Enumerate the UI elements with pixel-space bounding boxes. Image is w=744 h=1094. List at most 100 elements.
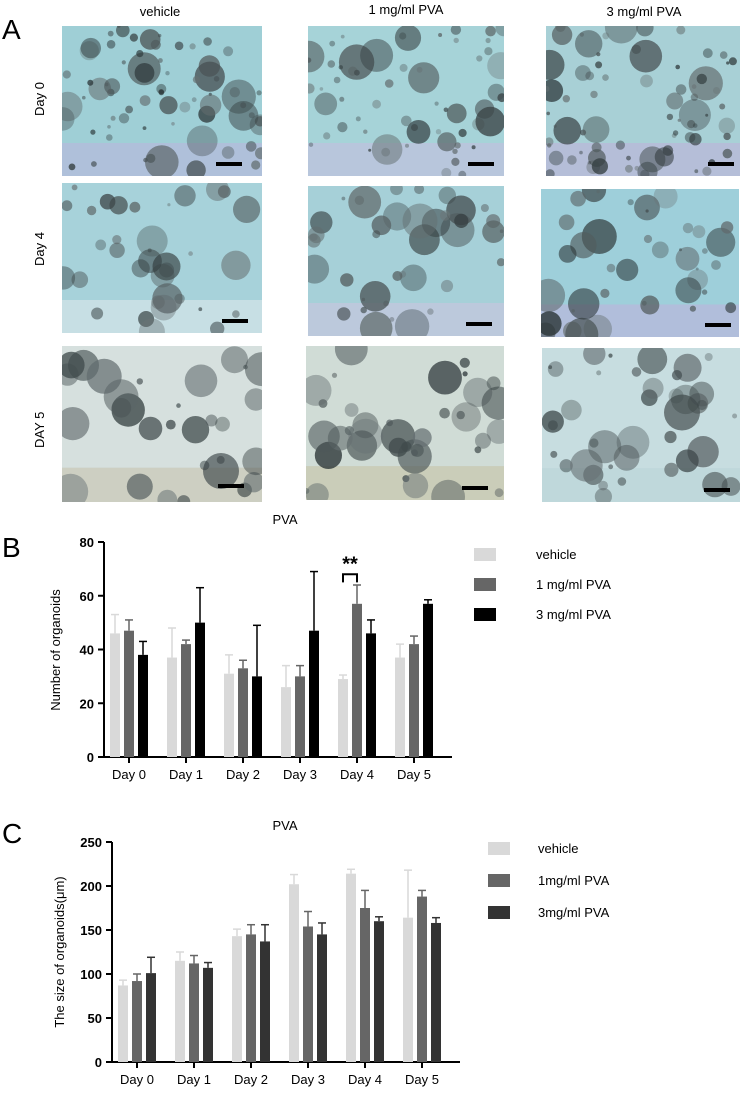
legend-label: vehicle — [538, 841, 578, 856]
legend-swatch — [474, 578, 496, 591]
panel-label-b: B — [2, 532, 21, 563]
micrograph-vehicle-day5 — [62, 346, 262, 502]
x-tick-label: Day 3 — [291, 1072, 325, 1087]
bar-day4-series2 — [374, 921, 384, 1062]
legend-swatch — [474, 548, 496, 561]
x-tick-label: Day 2 — [234, 1072, 268, 1087]
column-label-vehicle: vehicle — [139, 4, 181, 19]
y-tick-label: 200 — [80, 879, 102, 894]
significance-bracket — [342, 573, 358, 583]
row-label-day4: Day 4 — [32, 232, 47, 266]
x-tick-label: Day 5 — [397, 767, 431, 782]
chart-title: PVA — [272, 818, 297, 833]
x-tick-label: Day 5 — [405, 1072, 439, 1087]
bar-day4-series1 — [352, 603, 362, 757]
x-tick-label: Day 4 — [348, 1072, 382, 1087]
x-tick-label: Day 4 — [340, 767, 374, 782]
y-tick-label: 100 — [80, 967, 102, 982]
legend-swatch — [488, 842, 510, 855]
chart-title: PVA — [272, 512, 297, 527]
bar-day0-series2 — [138, 654, 148, 757]
scale-bar — [216, 162, 242, 166]
bar-day5-series0 — [403, 917, 413, 1062]
bar-day0-series1 — [124, 630, 134, 757]
micrograph-vehicle-day0 — [62, 26, 262, 176]
bar-day1-series1 — [189, 963, 199, 1062]
micrograph-vehicle-day4 — [62, 183, 262, 333]
y-tick-label: 0 — [87, 750, 94, 765]
legend-label: 1mg/ml PVA — [538, 873, 610, 888]
bar-day3-series1 — [303, 926, 313, 1062]
legend-swatch — [488, 906, 510, 919]
scale-bar — [468, 162, 494, 166]
micrograph-3mg-day4 — [541, 189, 739, 337]
y-tick-label: 20 — [80, 696, 94, 711]
organoid-size-chart: PVA The size of organoids(μm) 0 50 100 150 200… — [52, 818, 610, 1087]
micrograph-1mg-day4 — [308, 186, 504, 336]
bar-day1-series1 — [181, 644, 191, 757]
bar-day3-series0 — [289, 884, 299, 1062]
y-tick-label: 60 — [80, 589, 94, 604]
bar-day0-series0 — [110, 633, 120, 757]
bar-day4-series2 — [366, 633, 376, 757]
bar-day4-series0 — [346, 873, 356, 1062]
scale-bar — [708, 162, 734, 166]
y-axis-label: The size of organoids(μm) — [52, 876, 67, 1027]
row-label-day5: DAY 5 — [32, 411, 47, 448]
significance-stars: ** — [342, 553, 358, 575]
x-tick-label: Day 3 — [283, 767, 317, 782]
scale-bar — [218, 484, 244, 488]
legend-label: 3 mg/ml PVA — [536, 607, 611, 622]
bar-day1-series2 — [203, 967, 213, 1062]
y-tick-label: 40 — [80, 643, 94, 658]
legend-label: vehicle — [536, 547, 576, 562]
scale-bar — [222, 319, 248, 323]
panel-label-a: A — [2, 14, 21, 45]
micrograph-1mg-day5 — [306, 346, 504, 500]
organoid-count-chart: PVA Number of organoids 0 20 40 60 80 Day 0 Day … — [48, 512, 611, 782]
bar-day3-series2 — [309, 630, 319, 757]
bar-day5-series2 — [431, 922, 441, 1062]
x-tick-label: Day 0 — [120, 1072, 154, 1087]
bar-day2-series1 — [246, 934, 256, 1062]
x-tick-label: Day 2 — [226, 767, 260, 782]
row-label-day0: Day 0 — [32, 82, 47, 116]
y-axis-label: Number of organoids — [48, 589, 63, 711]
bar-day3-series0 — [281, 687, 291, 757]
x-tick-label: Day 1 — [177, 1072, 211, 1087]
y-tick-label: 80 — [80, 535, 94, 550]
panel-label-c: C — [2, 818, 23, 849]
bar-day4-series1 — [360, 908, 370, 1062]
bar-day2-series2 — [260, 941, 270, 1062]
y-tick-label: 50 — [88, 1011, 102, 1026]
micrograph-3mg-day0 — [546, 26, 740, 176]
bar-day1-series0 — [167, 657, 177, 757]
scale-bar — [462, 486, 488, 490]
bar-day5-series2 — [423, 603, 433, 757]
column-label-3mg-pva: 3 mg/ml PVA — [606, 4, 682, 19]
bar-day3-series2 — [317, 934, 327, 1062]
bar-day0-series1 — [132, 981, 142, 1062]
bar-day0-series2 — [146, 973, 156, 1062]
legend-swatch — [488, 874, 510, 887]
bar-day5-series0 — [395, 657, 405, 757]
x-tick-label: Day 0 — [112, 767, 146, 782]
bar-day1-series0 — [175, 960, 185, 1062]
y-tick-label: 0 — [95, 1055, 102, 1070]
bar-day2-series0 — [232, 936, 242, 1062]
y-tick-label: 250 — [80, 835, 102, 850]
bar-day5-series1 — [417, 896, 427, 1062]
micrograph-1mg-day0 — [308, 26, 504, 176]
column-label-1mg-pva: 1 mg/ml PVA — [368, 2, 444, 17]
legend-label: 1 mg/ml PVA — [536, 577, 611, 592]
bar-day5-series1 — [409, 644, 419, 757]
legend-swatch — [474, 608, 496, 621]
bar-day4-series0 — [338, 679, 348, 757]
scale-bar — [466, 322, 492, 326]
bar-day0-series0 — [118, 985, 128, 1062]
bar-day3-series1 — [295, 676, 305, 757]
scale-bar — [704, 488, 730, 492]
bar-day2-series1 — [238, 668, 248, 757]
x-tick-label: Day 1 — [169, 767, 203, 782]
bar-day1-series2 — [195, 622, 205, 757]
